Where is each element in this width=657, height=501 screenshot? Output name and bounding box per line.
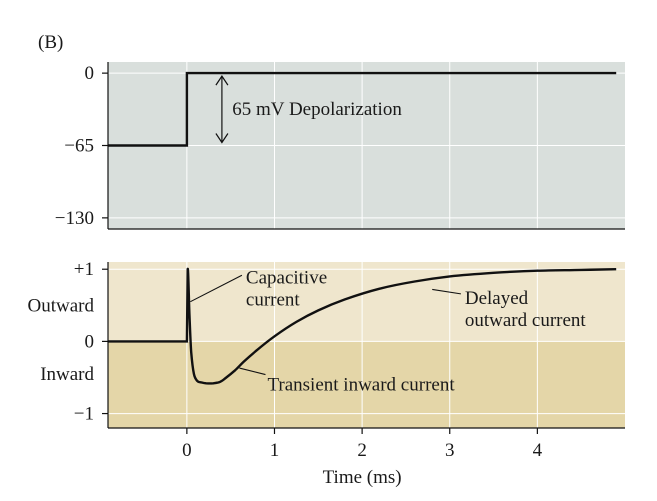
delayed-current-label: Delayed bbox=[465, 288, 529, 309]
voltage-panel: 0 −65 −130 65 mV Depolarization bbox=[55, 62, 625, 229]
current-y-tick-label: +1 bbox=[74, 259, 94, 280]
delayed-current-label-line2: outward current bbox=[465, 310, 587, 331]
current-x-tick-label: 1 bbox=[270, 440, 280, 461]
current-y-tick-label: −1 bbox=[74, 404, 94, 425]
depolarization-label: 65 mV Depolarization bbox=[232, 99, 402, 120]
current-y-tick-label: 0 bbox=[85, 331, 95, 352]
panel-label: (B) bbox=[38, 32, 63, 53]
current-side-label: Inward bbox=[40, 364, 94, 385]
voltage-y-tick-label: 0 bbox=[85, 63, 95, 84]
voltage-y-tick-label: −130 bbox=[55, 208, 94, 229]
x-axis-label: Time (ms) bbox=[323, 467, 402, 488]
voltage-y-tick-label: −65 bbox=[64, 136, 94, 157]
current-x-tick-label: 2 bbox=[357, 440, 367, 461]
current-x-ticks: 0 1 2 3 4 bbox=[182, 428, 543, 461]
transient-current-label: Transient inward current bbox=[267, 375, 455, 396]
capacitive-current-label: Capacitive bbox=[246, 267, 327, 288]
current-x-tick-label: 0 bbox=[182, 440, 192, 461]
voltage-y-ticks: 0 −65 −130 bbox=[55, 63, 108, 229]
current-side-label: Outward bbox=[28, 295, 95, 316]
current-panel: +1 0 −1 Outward Inward 0 1 2 3 4 Time (ms) Capa… bbox=[28, 259, 625, 488]
current-y-ticks: +1 0 −1 bbox=[74, 259, 108, 424]
capacitive-current-label-line2: current bbox=[246, 289, 301, 310]
current-x-tick-label: 3 bbox=[445, 440, 455, 461]
current-x-tick-label: 4 bbox=[533, 440, 543, 461]
